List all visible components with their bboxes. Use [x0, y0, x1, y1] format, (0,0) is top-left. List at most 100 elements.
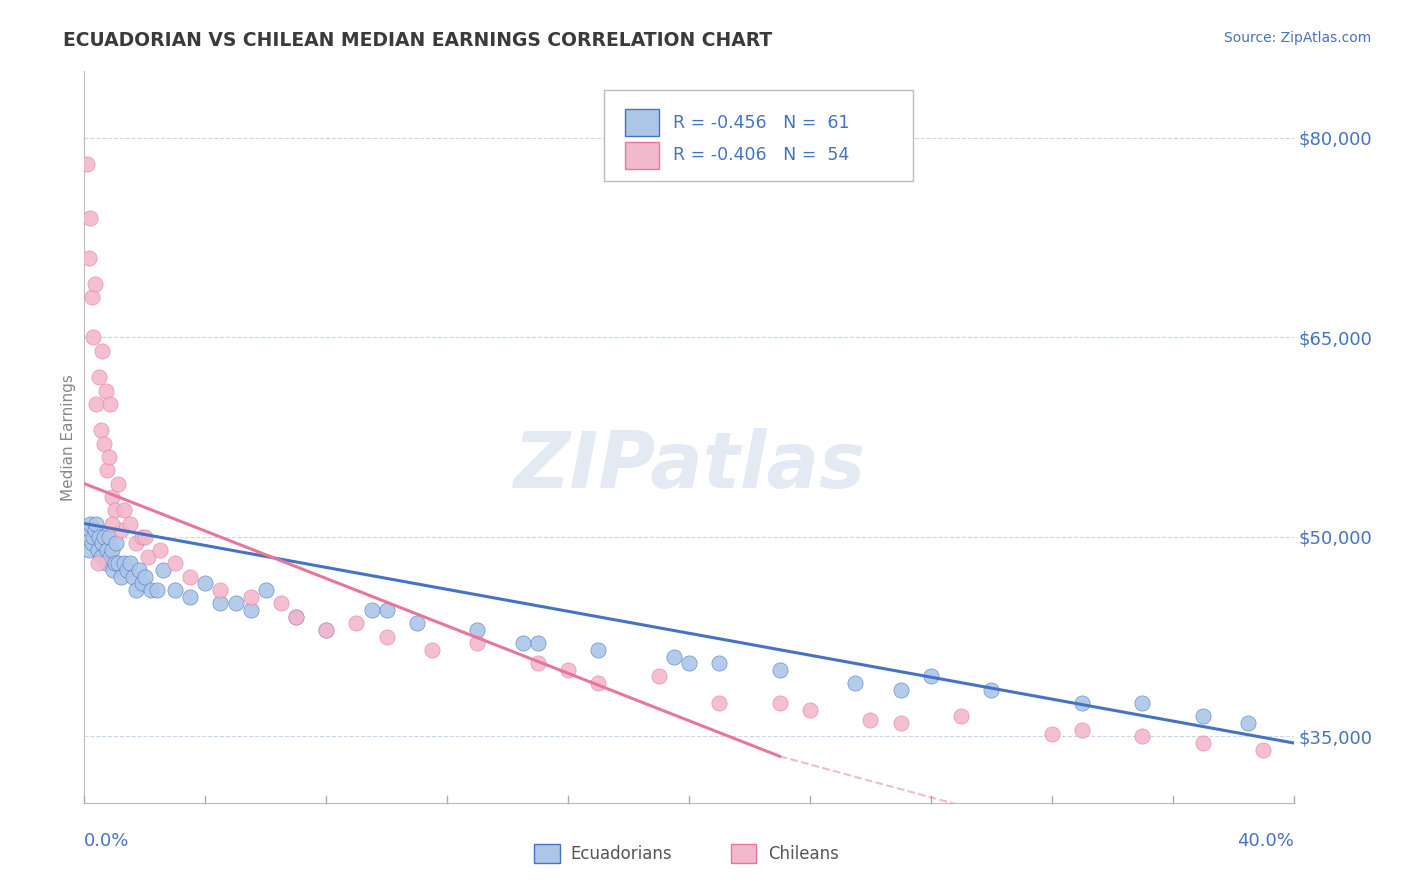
Text: R = -0.406   N =  54: R = -0.406 N = 54 [673, 146, 849, 164]
FancyBboxPatch shape [624, 109, 659, 136]
Text: ZIPatlas: ZIPatlas [513, 428, 865, 504]
Point [86, 516, 108, 531]
Point [1071, 723, 1094, 737]
Point [110, 570, 132, 584]
Point [107, 476, 129, 491]
Point [82, 530, 104, 544]
Point [165, 582, 187, 597]
Point [76, 157, 98, 171]
Point [90, 424, 112, 438]
Point [406, 616, 429, 631]
Point [100, 490, 122, 504]
Point [121, 570, 143, 584]
Point [588, 643, 610, 657]
Point [79, 516, 101, 531]
Point [799, 703, 821, 717]
Point [100, 516, 122, 531]
Point [152, 563, 174, 577]
FancyBboxPatch shape [624, 142, 659, 169]
Point [77, 543, 100, 558]
Point [467, 636, 489, 650]
Point [209, 596, 232, 610]
Point [136, 549, 159, 564]
Point [125, 536, 148, 550]
Point [890, 682, 912, 697]
Point [131, 530, 153, 544]
Text: Chileans: Chileans [768, 845, 838, 863]
Point [512, 636, 534, 650]
Point [285, 609, 308, 624]
Point [80, 290, 103, 304]
Point [97, 450, 120, 464]
Point [94, 384, 117, 398]
Point [93, 530, 115, 544]
Point [346, 616, 368, 631]
Point [179, 570, 201, 584]
Point [1253, 742, 1275, 756]
Point [128, 563, 150, 577]
Point [77, 251, 100, 265]
Point [98, 549, 121, 564]
Point [89, 370, 111, 384]
Point [101, 563, 124, 577]
Point [89, 530, 111, 544]
Text: 0.0%: 0.0% [84, 832, 129, 850]
Point [115, 563, 138, 577]
FancyBboxPatch shape [605, 90, 912, 181]
Point [1192, 709, 1215, 723]
Point [87, 557, 110, 571]
Point [527, 656, 550, 670]
Point [139, 582, 162, 597]
Point [709, 696, 731, 710]
Text: R = -0.456   N =  61: R = -0.456 N = 61 [673, 113, 849, 131]
Point [709, 656, 731, 670]
Point [112, 557, 135, 571]
Point [125, 582, 148, 597]
Point [239, 590, 262, 604]
Point [97, 530, 120, 544]
Point [84, 523, 107, 537]
Point [662, 649, 685, 664]
Point [84, 277, 107, 292]
Point [90, 549, 112, 564]
Point [315, 623, 337, 637]
Point [1237, 716, 1260, 731]
Point [93, 436, 115, 450]
Text: ECUADORIAN VS CHILEAN MEDIAN EARNINGS CORRELATION CHART: ECUADORIAN VS CHILEAN MEDIAN EARNINGS CO… [63, 31, 772, 50]
Point [91, 536, 114, 550]
Text: Source: ZipAtlas.com: Source: ZipAtlas.com [1223, 31, 1371, 45]
Point [79, 523, 101, 537]
Point [96, 463, 118, 477]
Point [225, 596, 247, 610]
Point [194, 576, 217, 591]
Point [1132, 729, 1154, 743]
Point [82, 330, 104, 344]
Point [1132, 696, 1154, 710]
Point [844, 676, 866, 690]
Point [467, 623, 489, 637]
Point [375, 603, 398, 617]
Y-axis label: Median Earnings: Median Earnings [60, 374, 76, 500]
Point [890, 716, 912, 731]
Point [950, 709, 973, 723]
Point [80, 536, 103, 550]
Point [209, 582, 232, 597]
Point [254, 582, 277, 597]
Point [146, 582, 169, 597]
Point [87, 543, 110, 558]
Point [112, 503, 135, 517]
Point [420, 643, 443, 657]
Point [104, 503, 127, 517]
Point [980, 682, 1002, 697]
Point [104, 557, 127, 571]
Point [557, 663, 579, 677]
Point [134, 530, 156, 544]
Point [98, 397, 121, 411]
Point [96, 543, 118, 558]
Point [769, 663, 792, 677]
Point [859, 714, 882, 728]
Point [1071, 696, 1094, 710]
Point [105, 536, 128, 550]
Point [86, 397, 108, 411]
Point [179, 590, 201, 604]
